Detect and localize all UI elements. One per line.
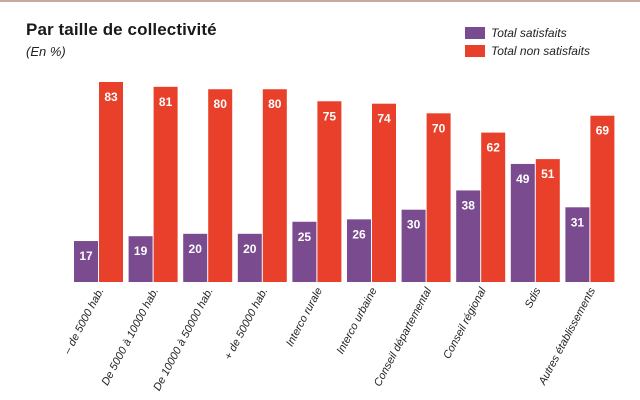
- bar-satisfaits-sdis: [510, 163, 535, 282]
- category-label-de-50000-hab: + de 50000 hab.: [222, 286, 270, 362]
- bar-satisfaits-autres-etablissements: [565, 207, 590, 282]
- chart-title: Par taille de collectivité: [26, 20, 217, 39]
- category-label-conseil-regional: Conseil régional: [441, 285, 489, 361]
- bar-satisfaits-conseil-regional: [456, 190, 481, 282]
- bar-satisfaits-de-10000-a-50000-hab: [183, 233, 208, 282]
- category-label-sdis: Sdis: [523, 285, 544, 310]
- value-label-non-satisfaits-autres-etablissements: 69: [596, 124, 610, 138]
- bar-non-satisfaits-interco-rurale: [317, 101, 342, 283]
- bar-satisfaits-interco-urbaine: [347, 219, 371, 282]
- chart-subtitle: (En %): [26, 44, 66, 59]
- legend-label-non-satisfaits: Total non satisfaits: [491, 44, 590, 58]
- bar-non-satisfaits-de-5000-a-10000-hab: [153, 86, 178, 282]
- bar-non-satisfaits-de-5000-hab: [99, 82, 123, 282]
- value-label-satisfaits-de-50000-hab: 20: [243, 242, 257, 256]
- category-label-de-5000-a-10000-hab: De 5000 à 10000 hab.: [100, 286, 162, 388]
- top-border: [0, 0, 640, 2]
- value-label-satisfaits-interco-urbaine: 26: [352, 227, 366, 241]
- category-label-conseil-departemental: Conseil départemental: [372, 285, 435, 388]
- category-label-interco-rurale: Interco rurale: [284, 286, 325, 349]
- bar-satisfaits-de-5000-hab: [74, 241, 98, 282]
- legend-label-satisfaits: Total satisfaits: [491, 26, 567, 40]
- legend-swatch-satisfaits: [465, 27, 485, 39]
- value-label-satisfaits-conseil-departemental: 30: [407, 218, 421, 232]
- bar-non-satisfaits-conseil-departemental: [426, 113, 451, 282]
- value-label-non-satisfaits-sdis: 51: [541, 167, 555, 181]
- value-label-non-satisfaits-de-50000-hab: 80: [268, 97, 282, 111]
- category-label-interco-urbaine: Interco urbaine: [335, 286, 380, 356]
- category-label-de-5000-hab: – de 5000 hab.: [61, 286, 107, 357]
- category-label-de-10000-a-50000-hab: De 10000 à 50000 hab.: [151, 286, 216, 393]
- bar-satisfaits-conseil-departemental: [401, 209, 426, 282]
- value-label-satisfaits-interco-rurale: 25: [298, 230, 312, 244]
- value-label-non-satisfaits-de-5000-hab: 83: [104, 90, 118, 104]
- value-label-satisfaits-autres-etablissements: 31: [571, 215, 585, 229]
- bar-non-satisfaits-de-50000-hab: [262, 89, 287, 282]
- value-label-non-satisfaits-interco-urbaine: 74: [377, 112, 391, 126]
- value-label-satisfaits-conseil-regional: 38: [462, 198, 476, 212]
- bar-satisfaits-de-50000-hab: [237, 233, 262, 282]
- value-label-non-satisfaits-conseil-regional: 62: [487, 141, 501, 155]
- legend-item-non-satisfaits: Total non satisfaits: [465, 42, 590, 60]
- bar-non-satisfaits-de-10000-a-50000-hab: [208, 89, 233, 282]
- value-label-non-satisfaits-conseil-departemental: 70: [432, 121, 446, 135]
- value-label-non-satisfaits-de-10000-a-50000-hab: 80: [214, 97, 228, 111]
- bar-satisfaits-interco-rurale: [292, 221, 317, 282]
- legend: Total satisfaits Total non satisfaits: [465, 24, 590, 60]
- bar-non-satisfaits-autres-etablissements: [590, 115, 615, 282]
- legend-item-satisfaits: Total satisfaits: [465, 24, 590, 42]
- value-label-satisfaits-sdis: 49: [516, 172, 530, 186]
- value-label-satisfaits-de-10000-a-50000-hab: 20: [189, 242, 203, 256]
- bar-non-satisfaits-interco-urbaine: [372, 103, 396, 283]
- value-label-satisfaits-de-5000-hab: 17: [79, 249, 93, 263]
- legend-swatch-non-satisfaits: [465, 45, 485, 57]
- value-label-non-satisfaits-de-5000-a-10000-hab: 81: [159, 95, 173, 109]
- value-label-non-satisfaits-interco-rurale: 75: [323, 109, 337, 123]
- bar-non-satisfaits-sdis: [535, 159, 560, 282]
- bar-satisfaits-de-5000-a-10000-hab: [128, 236, 153, 282]
- bar-non-satisfaits-conseil-regional: [481, 132, 506, 282]
- category-label-autres-etablissements: Autres établissements: [536, 285, 598, 388]
- value-label-satisfaits-de-5000-a-10000-hab: 19: [134, 244, 148, 258]
